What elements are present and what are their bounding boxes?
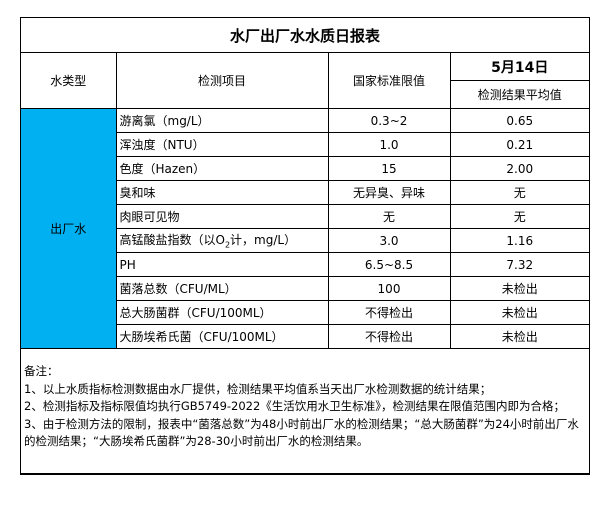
result-cell: 未检出 xyxy=(449,276,590,301)
note-line: 2、检测指标及指标限值均执行GB5749-2022《生活饮用水卫生标准》，检测结… xyxy=(24,399,566,413)
table-row: 浑浊度（NTU） 1.0 0.21 xyxy=(21,132,590,157)
table-row: 大肠埃希氏菌（CFU/100ML） 不得检出 未检出 xyxy=(21,324,590,349)
limit-cell: 100 xyxy=(327,276,451,301)
table-row: 出厂水 游离氯（mg/L） 0.3~2 0.65 xyxy=(21,108,590,349)
header-water-type: 水类型 xyxy=(21,52,117,109)
notes-heading: 备注： xyxy=(24,364,59,378)
result-cell: 7.32 xyxy=(449,252,590,277)
report-table: 水厂出厂水水质日报表 水类型 检测项目 国家标准限值 5月14日 检测结果平均值… xyxy=(21,18,590,474)
result-cell: 0.65 xyxy=(449,108,590,133)
limit-cell: 3.0 xyxy=(327,228,451,253)
table-row: PH 6.5~8.5 7.32 xyxy=(21,252,590,277)
item-subscript: 2 xyxy=(224,240,231,250)
item-cell: 高锰酸盐指数（以O2计，mg/L） xyxy=(116,228,329,253)
item-text: 计，mg/L） xyxy=(230,233,297,248)
table-row: 总大肠菌群（CFU/100ML） 不得检出 未检出 xyxy=(21,300,590,325)
result-cell: 无 xyxy=(449,180,590,205)
item-cell: PH xyxy=(116,252,329,277)
result-cell: 未检出 xyxy=(449,300,590,325)
limit-cell: 不得检出 xyxy=(327,300,451,325)
item-cell: 肉眼可见物 xyxy=(116,204,329,229)
limit-cell: 6.5~8.5 xyxy=(327,252,451,277)
note-line: 1、以上水质指标检测数据由水厂提供，检测结果平均值系当天出厂水检测数据的统计结果… xyxy=(24,381,492,396)
header-date: 5月14日 xyxy=(449,52,590,81)
header-item: 检测项目 xyxy=(115,52,329,109)
item-text: 高锰酸盐指数（以O xyxy=(119,233,225,248)
report-title: 水厂出厂水水质日报表 xyxy=(21,18,590,53)
header-limit: 国家标准限值 xyxy=(327,52,451,109)
item-cell: 臭和味 xyxy=(116,180,329,205)
item-cell: 菌落总数（CFU/ML） xyxy=(116,276,329,301)
water-quality-report: 水厂出厂水水质日报表 水类型 检测项目 国家标准限值 5月14日 检测结果平均值… xyxy=(20,17,590,475)
result-cell: 无 xyxy=(449,204,590,229)
result-cell: 2.00 xyxy=(449,156,590,181)
item-cell: 游离氯（mg/L） xyxy=(115,108,329,133)
table-row: 菌落总数（CFU/ML） 100 未检出 xyxy=(21,276,590,301)
header-result: 检测结果平均值 xyxy=(450,80,590,109)
item-cell: 浑浊度（NTU） xyxy=(116,132,329,157)
water-type-cell: 出厂水 xyxy=(21,108,117,349)
limit-cell: 不得检出 xyxy=(327,324,451,349)
item-cell: 总大肠菌群（CFU/100ML） xyxy=(116,300,329,325)
limit-cell: 无 xyxy=(327,204,451,229)
result-cell: 0.21 xyxy=(449,132,590,157)
note-line: 3、由于检测方法的限制，报表中“菌落总数”为48小时前出厂水的检测结果；“总大肠… xyxy=(24,416,579,449)
result-cell: 未检出 xyxy=(449,324,590,349)
result-cell: 1.16 xyxy=(449,228,590,253)
limit-cell: 15 xyxy=(327,156,451,181)
notes: 备注： 1、以上水质指标检测数据由水厂提供，检测结果平均值系当天出厂水检测数据的… xyxy=(21,348,590,474)
item-cell: 大肠埃希氏菌（CFU/100ML） xyxy=(116,324,329,349)
table-row: 色度（Hazen） 15 2.00 xyxy=(21,156,590,181)
item-cell: 色度（Hazen） xyxy=(116,156,329,181)
limit-cell: 1.0 xyxy=(327,132,451,157)
limit-cell: 0.3~2 xyxy=(327,108,451,133)
table-row: 肉眼可见物无无 xyxy=(21,204,590,229)
limit-cell: 无异臭、异味 xyxy=(327,180,451,205)
